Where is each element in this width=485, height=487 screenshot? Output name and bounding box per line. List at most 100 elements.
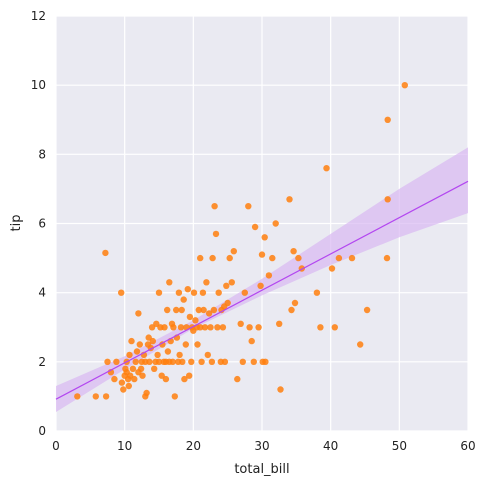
data-point xyxy=(241,289,248,296)
data-points xyxy=(74,82,408,400)
data-point xyxy=(118,289,125,296)
data-point xyxy=(104,358,111,365)
data-point xyxy=(328,265,336,272)
data-point xyxy=(162,375,170,383)
data-point xyxy=(175,289,183,296)
data-point xyxy=(166,279,173,286)
data-point xyxy=(207,324,214,331)
data-point xyxy=(171,393,178,400)
data-point xyxy=(262,358,269,365)
data-point xyxy=(176,351,183,359)
data-point xyxy=(246,324,253,331)
data-point xyxy=(248,337,255,345)
data-point xyxy=(194,341,201,348)
x-tick-labels: 0 10 20 30 40 50 60 xyxy=(52,439,475,453)
data-point xyxy=(129,365,137,372)
data-point xyxy=(258,251,266,258)
data-point xyxy=(170,324,177,331)
data-point xyxy=(197,324,204,331)
data-point xyxy=(357,341,364,348)
data-point xyxy=(131,375,138,383)
data-point xyxy=(148,324,156,331)
data-point xyxy=(230,248,237,255)
data-point xyxy=(251,223,259,231)
data-point xyxy=(255,324,262,331)
data-point xyxy=(74,393,81,400)
data-point xyxy=(295,254,302,262)
x-tick-label: 0 xyxy=(52,439,60,453)
data-point xyxy=(401,82,408,89)
data-point xyxy=(269,254,276,262)
y-tick-label: 8 xyxy=(38,147,46,161)
data-point xyxy=(245,203,252,210)
x-axis-label: total_bill xyxy=(234,462,289,477)
data-point xyxy=(180,296,187,303)
data-point xyxy=(208,358,216,365)
data-point xyxy=(276,320,283,327)
data-point xyxy=(151,365,158,372)
data-point xyxy=(198,358,205,365)
data-point xyxy=(224,299,231,307)
data-point xyxy=(335,254,343,262)
x-tick-label: 60 xyxy=(460,439,475,453)
data-point xyxy=(211,203,218,210)
confidence-band xyxy=(56,147,468,412)
data-point xyxy=(277,386,284,393)
data-point xyxy=(210,306,218,314)
data-point xyxy=(313,289,321,296)
data-point xyxy=(239,358,246,365)
data-point xyxy=(143,389,150,397)
data-point xyxy=(199,289,207,296)
data-point xyxy=(384,196,391,203)
x-tick-label: 30 xyxy=(254,439,269,453)
data-point xyxy=(250,358,257,365)
regression-line xyxy=(55,180,469,400)
data-point xyxy=(331,324,338,331)
data-point xyxy=(92,393,100,400)
data-point xyxy=(177,324,185,331)
data-point xyxy=(190,289,198,296)
data-point xyxy=(317,324,324,331)
data-point xyxy=(215,289,222,296)
data-point xyxy=(348,254,356,262)
data-point xyxy=(184,286,191,293)
data-point xyxy=(133,348,141,355)
data-point xyxy=(234,375,241,383)
data-point xyxy=(135,310,142,317)
data-point xyxy=(272,220,279,227)
data-point xyxy=(159,341,166,348)
data-point xyxy=(383,254,391,262)
data-point xyxy=(181,375,188,383)
data-point xyxy=(178,306,185,314)
data-point xyxy=(192,317,199,324)
data-point xyxy=(128,337,135,345)
data-point xyxy=(186,313,194,321)
data-point xyxy=(205,310,213,317)
data-point xyxy=(203,279,210,286)
data-point xyxy=(111,375,118,383)
data-point xyxy=(261,234,268,241)
data-point xyxy=(155,289,163,296)
data-point xyxy=(126,351,133,359)
data-point xyxy=(173,306,180,314)
data-point xyxy=(204,351,211,359)
x-tick-label: 20 xyxy=(186,439,201,453)
y-tick-label: 4 xyxy=(38,286,46,300)
data-point xyxy=(136,341,143,348)
data-point xyxy=(200,306,207,314)
data-point xyxy=(237,320,244,327)
data-point xyxy=(197,254,204,262)
data-point xyxy=(195,306,202,314)
data-point xyxy=(179,358,186,365)
data-point xyxy=(286,196,293,203)
data-point xyxy=(149,337,156,345)
data-point xyxy=(125,382,132,390)
data-point xyxy=(221,358,229,365)
data-point xyxy=(169,358,176,365)
data-point xyxy=(214,324,221,331)
data-point xyxy=(139,372,146,379)
data-point xyxy=(146,358,153,365)
data-point xyxy=(186,372,193,379)
data-point xyxy=(102,249,109,257)
